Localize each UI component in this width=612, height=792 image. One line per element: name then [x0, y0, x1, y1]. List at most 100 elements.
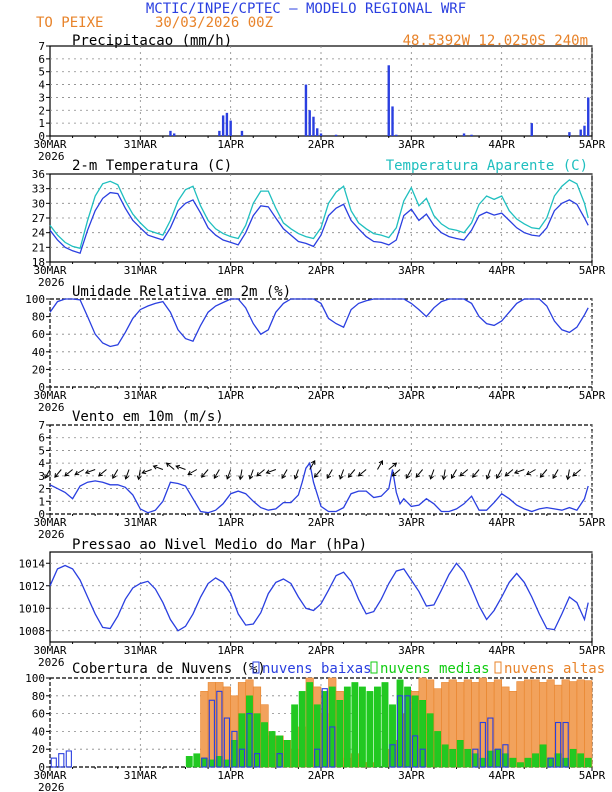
wind-vector — [309, 460, 316, 470]
precip-bar — [568, 132, 571, 136]
wind-vector — [44, 469, 51, 479]
wind-vector — [239, 469, 243, 480]
cloud-mid-bar — [464, 748, 472, 768]
wind-vector-head — [357, 471, 363, 477]
wind-vector — [572, 469, 582, 477]
wind-vector — [226, 469, 232, 480]
wind-vector — [314, 469, 322, 478]
pressure-xtick-label: 2APR — [308, 644, 335, 657]
wind-vector-head — [472, 473, 477, 478]
cloud-high-bar — [508, 691, 518, 768]
cloud-low-bar — [231, 730, 238, 768]
precip-bar — [173, 133, 176, 136]
wind-ytick-label: 5 — [38, 444, 45, 457]
legend-box-low — [252, 661, 260, 674]
precip-ytick-label: 0 — [38, 130, 45, 143]
rh-xtick-label: 2APR — [308, 389, 335, 402]
precip-bar — [225, 112, 229, 136]
pressure-ytick-label: 1012 — [19, 580, 46, 593]
wind-vector-head — [175, 464, 181, 470]
wind-vector-head — [459, 471, 465, 477]
precip-bar — [218, 130, 221, 136]
clouds-ytick-label: 20 — [32, 743, 45, 756]
cloud-mid-bar — [261, 722, 268, 768]
cloud-low-bar — [479, 721, 486, 768]
cloud-mid-bar — [509, 757, 517, 768]
cloud-low-bar — [411, 735, 419, 768]
wind-ytick-label: 3 — [38, 470, 45, 483]
wind-vector-head — [429, 474, 434, 480]
precip-year-label: 2026 — [38, 150, 65, 163]
pressure-xtick-label: 30MAR — [33, 644, 66, 657]
header-location: TO PEIXE — [36, 15, 103, 31]
pressure-line — [49, 562, 589, 632]
cloud-mid-bar — [434, 731, 442, 768]
wind-vector — [552, 469, 559, 479]
rh-line — [49, 298, 589, 348]
wind-vector-head — [313, 473, 319, 478]
precip-bar — [579, 129, 582, 136]
wind-ytick-label: 2 — [38, 483, 45, 496]
cloud-low-bar — [555, 721, 562, 768]
header-title: MCTIC/INPE/CPTEC – MODELO REGIONAL WRF — [146, 1, 466, 17]
wind-vector — [175, 465, 186, 470]
wind-vector-head — [572, 471, 578, 477]
wind-vector-head — [293, 474, 299, 480]
temp-xtick-label: 5APR — [579, 264, 606, 277]
wind-vector — [496, 469, 503, 479]
cloud-low-bar — [487, 717, 494, 768]
wind-vector-head — [347, 473, 353, 478]
temp-xtick-label: 4APR — [488, 264, 515, 277]
pressure-ytick-label: 1010 — [19, 602, 46, 615]
cloud-mid-bar — [306, 682, 314, 768]
wind-vector-head — [552, 474, 557, 480]
temp-xtick-label: 31MAR — [124, 264, 157, 277]
cloud-low-bar — [253, 753, 261, 768]
temp-xtick-label: 2APR — [308, 264, 335, 277]
wind-vector — [392, 469, 401, 477]
wind-vector — [339, 469, 345, 480]
rh-ytick-label: 40 — [32, 346, 45, 359]
precip-bar — [387, 65, 390, 136]
cloud-low-bar — [562, 721, 569, 768]
cloud-low-bar — [201, 757, 208, 768]
wind-vector-head — [44, 474, 49, 480]
wind-vector-head — [74, 470, 80, 476]
cloud-low-bar — [404, 695, 411, 768]
wind-vector — [472, 469, 480, 478]
wind-year-label: 2026 — [38, 528, 65, 541]
cloud-low-bar — [246, 713, 253, 768]
wind-vector-head — [256, 471, 261, 477]
wind-vector — [358, 469, 367, 477]
wind-xtick-label: 4APR — [488, 516, 515, 529]
temp-ytick-label: 24 — [32, 227, 46, 240]
cloud-mid-bar — [351, 682, 359, 768]
wind-vector — [451, 469, 457, 479]
precip-ytick-label: 3 — [38, 91, 45, 104]
wind-vector — [85, 469, 96, 474]
wind-line — [49, 461, 589, 514]
cloud-mid-bar — [291, 704, 299, 768]
wind-vector-head — [238, 475, 244, 481]
clouds-xtick-label: 1APR — [217, 769, 244, 782]
clouds-ytick-label: 80 — [32, 690, 45, 703]
wind-vector — [187, 469, 198, 475]
cloud-mid-bar — [374, 686, 381, 768]
wind-vector — [405, 469, 412, 479]
pressure-ytick-label: 1014 — [19, 557, 46, 570]
wind-vector — [540, 469, 548, 478]
cloud-low-bar — [276, 753, 283, 768]
wind-vector-head — [496, 474, 501, 480]
precip-bar — [229, 120, 232, 136]
rh-ytick-label: 60 — [32, 328, 45, 341]
precip-bar — [308, 110, 311, 136]
temp-year-label: 2026 — [38, 276, 65, 289]
wind-vector — [153, 465, 164, 470]
wind-vector — [249, 469, 254, 480]
cloud-mid-bar — [539, 744, 547, 768]
cloud-mid-bar — [283, 740, 291, 768]
clouds-year-label: 2026 — [38, 781, 65, 792]
cloud-mid-bar — [336, 700, 344, 768]
cloud-high-bar — [523, 679, 533, 768]
